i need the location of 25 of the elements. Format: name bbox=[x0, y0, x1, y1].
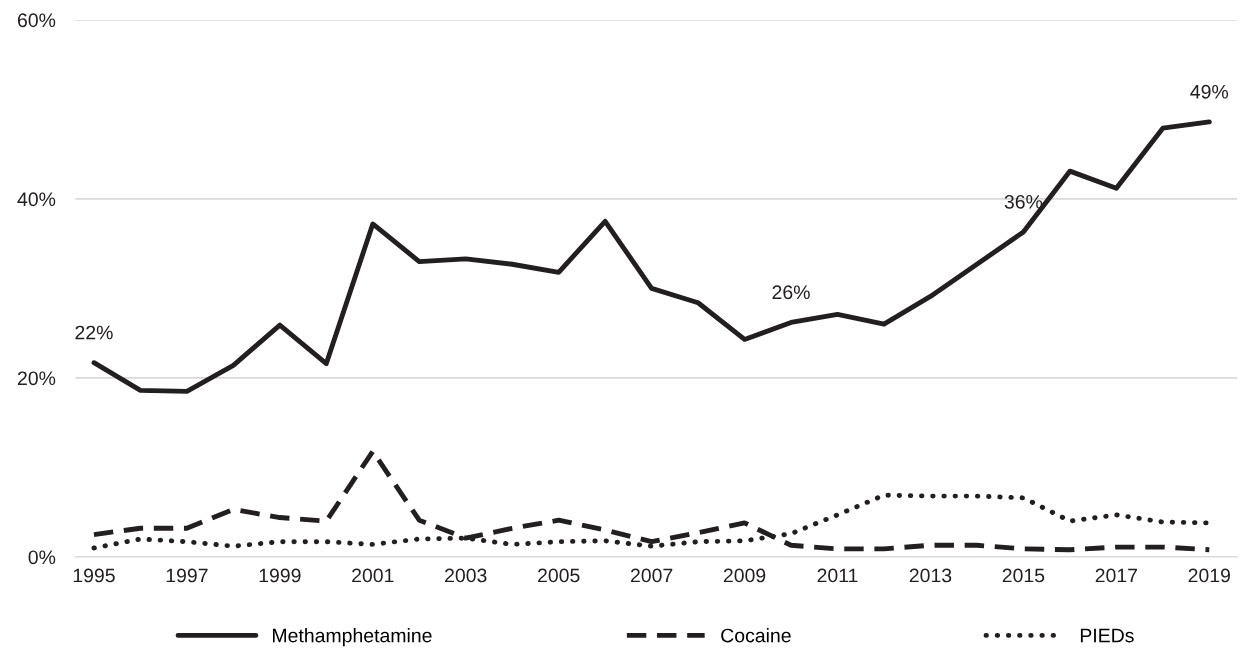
y-tick-label: 0% bbox=[28, 550, 56, 565]
line-series bbox=[91, 448, 1212, 553]
x-tick-label: 2007 bbox=[630, 568, 673, 583]
x-tick-label: 2003 bbox=[445, 568, 487, 583]
x-tick-label: 2017 bbox=[1095, 568, 1137, 583]
x-tick-label: 2009 bbox=[723, 568, 766, 583]
annotation: 22% bbox=[75, 325, 113, 340]
x-tick-label: 1999 bbox=[259, 568, 301, 583]
legend-label: Methamphetamine bbox=[273, 628, 432, 647]
x-tick-label: 2005 bbox=[538, 568, 580, 583]
y-tick-label: 40% bbox=[17, 192, 56, 207]
x-tick-label: 2011 bbox=[817, 568, 858, 583]
annotation: 36% bbox=[1004, 194, 1043, 209]
x-tick-label: 2001 bbox=[352, 568, 394, 583]
x-tick-label: 2013 bbox=[909, 568, 952, 583]
y-tick-label: 60% bbox=[17, 13, 56, 28]
x-tick-label: 1995 bbox=[73, 568, 115, 583]
y-tick-label: 20% bbox=[17, 371, 56, 386]
annotation: 49% bbox=[1190, 84, 1229, 99]
annotation: 26% bbox=[772, 285, 810, 300]
legend-label: PIEDs bbox=[1080, 628, 1134, 643]
x-tick-label: 2015 bbox=[1002, 568, 1045, 583]
legend-label: Cocaine bbox=[721, 628, 791, 643]
x-tick-label: 2019 bbox=[1188, 568, 1230, 583]
x-tick-label: 1997 bbox=[166, 568, 208, 583]
